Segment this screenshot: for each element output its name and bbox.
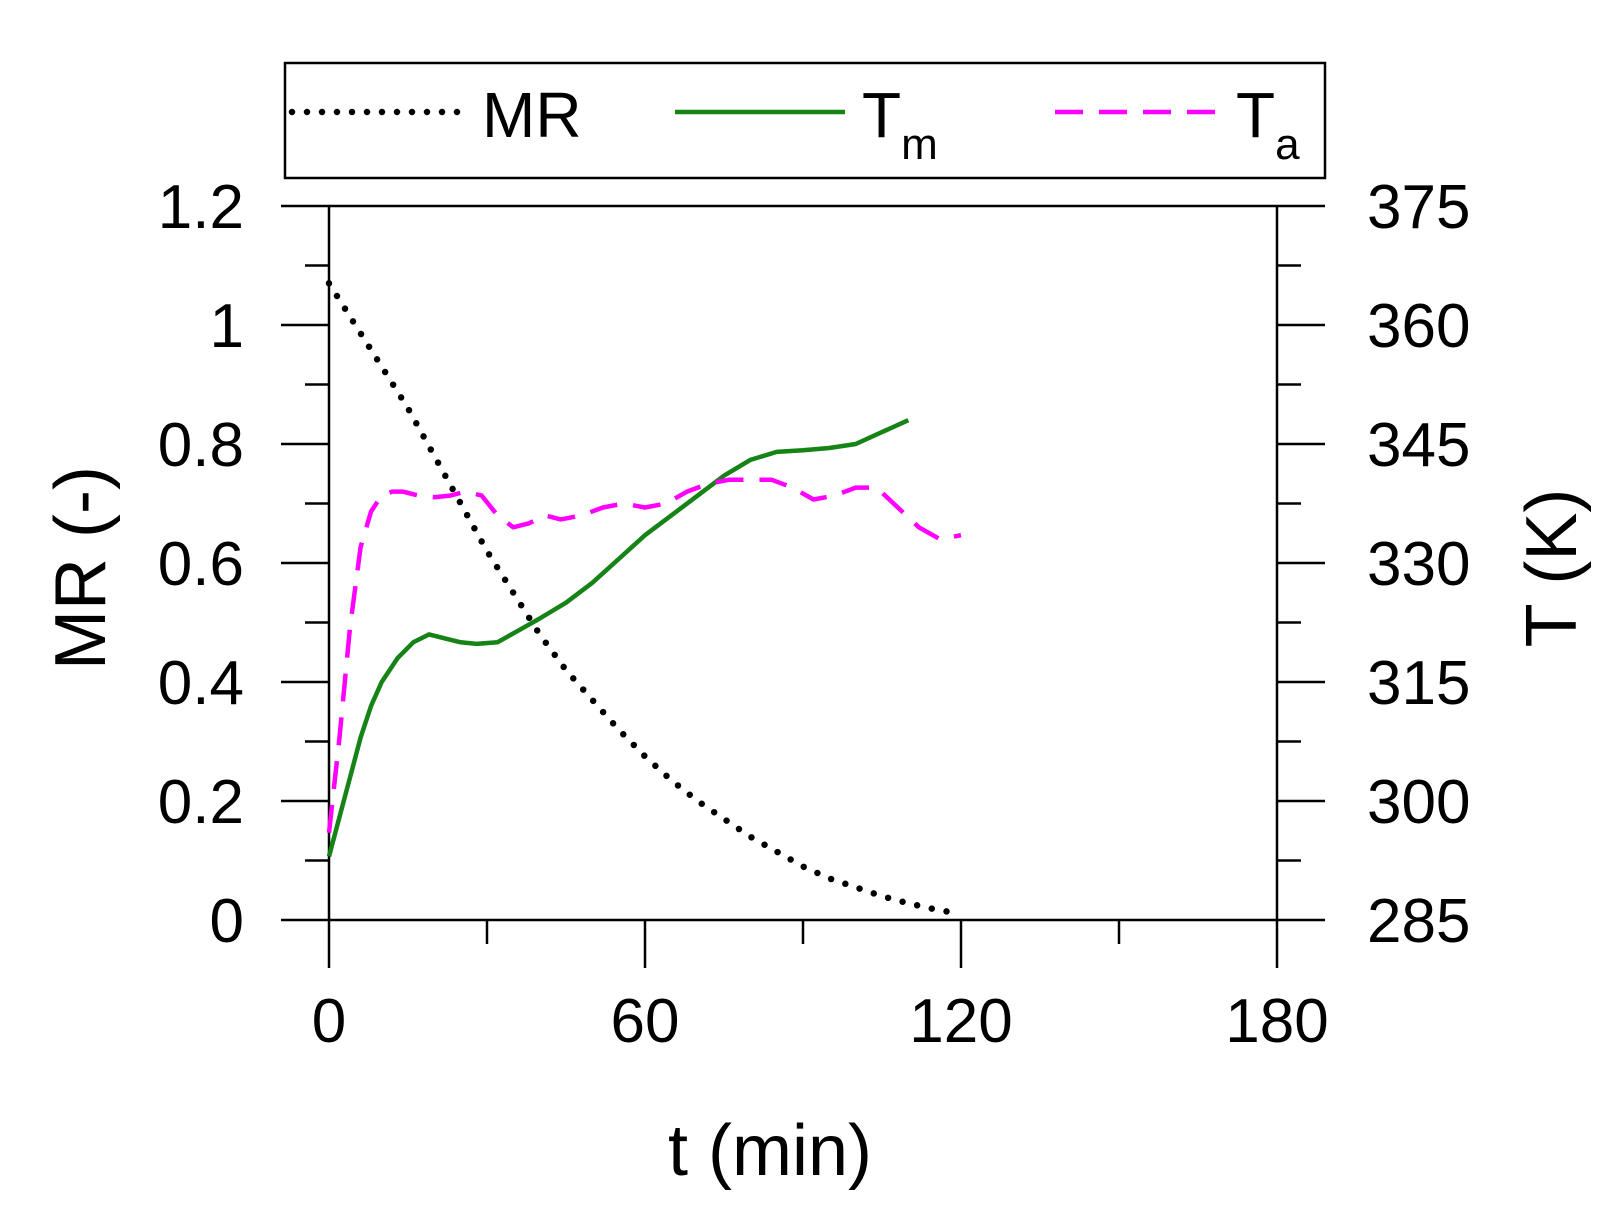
x-tick-label: 180 xyxy=(1225,987,1328,1056)
x-tick-label: 60 xyxy=(611,987,680,1056)
y2-tick-label: 375 xyxy=(1367,173,1470,242)
y-axis-title: MR (-) xyxy=(41,466,121,670)
y2-tick-label: 315 xyxy=(1367,649,1470,718)
series-layer xyxy=(325,280,965,918)
y2-tick-label: 360 xyxy=(1367,292,1470,361)
legend-label-mr: MR xyxy=(482,79,582,151)
y2-tick-label: 330 xyxy=(1367,530,1470,599)
series-line-ta xyxy=(326,477,962,833)
axes: 0 0.2 0.4 0.6 0.8 1 1.2 285 300 315 330 345 360 375 0 6… xyxy=(158,173,1471,1056)
y2-tick-label: 345 xyxy=(1367,411,1470,480)
x-tick-label: 0 xyxy=(312,987,346,1056)
y2-tick-label: 300 xyxy=(1367,768,1470,837)
y-tick-label: 0.4 xyxy=(158,649,244,718)
y2-tick-label: 285 xyxy=(1367,887,1470,956)
legend-frame xyxy=(283,61,1327,180)
y-tick-label: 0 xyxy=(210,887,244,956)
y-tick-label: 1 xyxy=(210,292,244,361)
x-axis-title: t (min) xyxy=(668,1111,872,1191)
y-tick-label: 0.2 xyxy=(158,768,244,837)
series-line-mr xyxy=(325,280,965,918)
y-tick-label: 0.6 xyxy=(158,530,244,599)
legend-label-tm: Tm xyxy=(862,79,938,169)
x-tick-label: 120 xyxy=(909,987,1012,1056)
y-tick-label: 0.8 xyxy=(158,411,244,480)
series-line-tm xyxy=(326,418,910,858)
y2-axis-title: T (K) xyxy=(1512,489,1592,648)
legend-label-ta: Ta xyxy=(1236,79,1300,169)
y-tick-label: 1.2 xyxy=(158,173,244,242)
legend: MR Tm Ta xyxy=(283,61,1327,180)
